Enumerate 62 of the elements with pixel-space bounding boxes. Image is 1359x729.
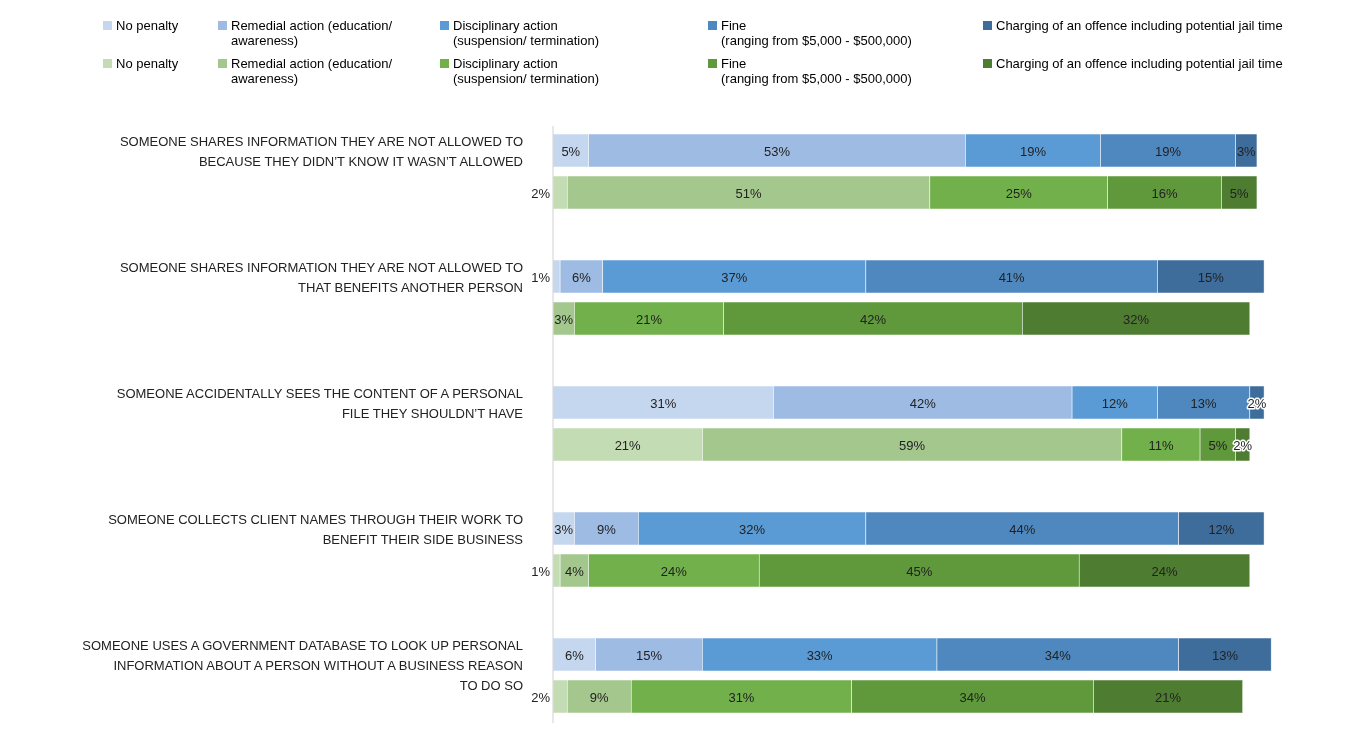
data-label: 21% (1155, 689, 1182, 705)
data-label: 24% (1151, 563, 1178, 579)
legend-label: Remedial action (education/ awareness) (231, 56, 393, 86)
data-label: 2% (531, 689, 551, 705)
data-label: 24% (660, 563, 688, 579)
data-label: 32% (1123, 311, 1150, 327)
data-label: 1% (531, 563, 551, 579)
y-tick-label: SOMEONE COLLECTS CLIENT NAMES THROUGH THEIR WORK TO BENEFIT THEIR SIDE BUSINESS (108, 512, 524, 547)
data-label: 53% (763, 143, 791, 159)
y-tick-label: SOMEONE SHARES INFORMATION THEY ARE NOT ALLOWED TO BECAUSE THEY DIDN’T KNOW IT WASN’T ALLOWED (119, 134, 523, 169)
legend-label: Charging of an offence including potential jail time (996, 56, 1283, 71)
data-label: 19% (1155, 143, 1182, 159)
data-label: 4% (564, 563, 585, 579)
legend-label: Disciplinary action (suspension/ termination) (453, 18, 599, 48)
data-label: 31% (650, 395, 677, 411)
data-label: 51% (735, 185, 762, 201)
data-label: 42% (909, 395, 937, 411)
data-label: 2% (531, 185, 551, 201)
data-label: 12% (1101, 395, 1129, 411)
data-label: 42% (859, 311, 887, 327)
legend-label: Fine (ranging from $5,000 - $500,000) (721, 18, 912, 48)
data-label: 12% (1208, 521, 1235, 537)
data-label: 5% (1229, 185, 1250, 201)
y-tick-label: SOMEONE ACCIDENTALLY SEES THE CONTENT OF A PERSONAL FILE THEY SHOULDN’T HAVE (116, 386, 524, 421)
data-label: 3% (1236, 143, 1257, 159)
data-label: 5% (561, 143, 581, 159)
data-label: 13% (1190, 395, 1218, 411)
data-label: 37% (721, 269, 748, 285)
data-label: 9% (596, 521, 617, 537)
data-label: 1% (531, 269, 551, 285)
legend-label: No penalty (116, 56, 179, 71)
data-label: 13% (1211, 647, 1239, 663)
data-label: 9% (589, 689, 610, 705)
data-label: 25% (1005, 185, 1033, 201)
y-tick-label: SOMEONE SHARES INFORMATION THEY ARE NOT ALLOWED TO THAT BENEFITS ANOTHER PERSON (119, 260, 523, 295)
data-label: 6% (564, 647, 585, 663)
data-label: 11% (1148, 437, 1174, 453)
legend-label: Fine (ranging from $5,000 - $500,000) (721, 56, 912, 86)
data-label: 34% (1044, 647, 1072, 663)
data-label: 59% (899, 437, 926, 453)
data-label: 31% (728, 689, 755, 705)
data-label: 5% (1208, 437, 1228, 453)
data-label: 21% (635, 311, 663, 327)
y-tick-label: SOMEONE USES A GOVERNMENT DATABASE TO LOOK UP PERSONAL INFORMATION ABOUT A PERSON WITHOUT A BUSINESS REASON TO DO SO (82, 638, 523, 693)
data-label: 33% (806, 647, 834, 663)
data-label: 21% (614, 437, 642, 453)
data-label: 6% (572, 269, 592, 285)
data-label: 3% (554, 311, 574, 327)
data-label: 41% (998, 269, 1026, 285)
data-label: 45% (906, 563, 933, 579)
data-label: 34% (959, 689, 986, 705)
legend-label: Disciplinary action (suspension/ termination) (453, 56, 599, 86)
data-label: 15% (635, 647, 663, 663)
data-label: 19% (1019, 143, 1047, 159)
data-label: 16% (1151, 185, 1178, 201)
data-label: 44% (1009, 521, 1036, 537)
data-label: 15% (1197, 269, 1225, 285)
data-label: 32% (739, 521, 766, 537)
legend-label: No penalty (116, 18, 179, 33)
legend-label: Charging of an offence including potential jail time (996, 18, 1283, 33)
legend-label: Remedial action (education/ awareness) (231, 18, 393, 48)
data-label: 3% (554, 521, 574, 537)
